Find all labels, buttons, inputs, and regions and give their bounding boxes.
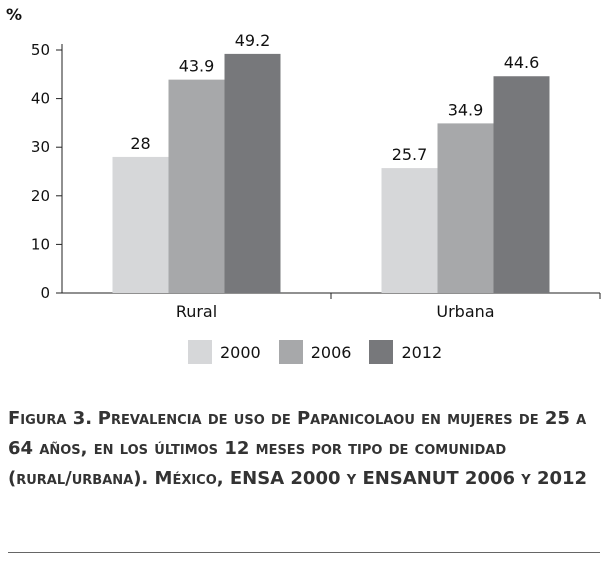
legend: 2000 2006 2012: [188, 340, 442, 364]
y-tick-label: 0: [40, 284, 50, 302]
bar: [112, 156, 169, 293]
legend-swatch-2006: [278, 340, 303, 364]
bar: [168, 79, 225, 293]
y-tick-label: 40: [31, 90, 50, 108]
legend-item-2006: 2006: [278, 340, 352, 364]
legend-swatch-2000: [188, 340, 212, 364]
legend-label-2006: 2006: [310, 342, 352, 362]
bar: [224, 53, 281, 293]
legend-swatch-2012: [369, 340, 394, 364]
y-tick-label: 10: [31, 235, 50, 253]
bar: [437, 123, 494, 293]
y-tick-label: 20: [31, 187, 50, 205]
bottom-rule: [8, 552, 600, 553]
data-label: 25.7: [392, 145, 428, 164]
x-tick-label: Urbana: [436, 302, 494, 321]
data-label: 34.9: [448, 100, 484, 119]
y-tick-label: 50: [31, 41, 50, 59]
legend-label-2012: 2012: [401, 342, 443, 362]
data-label: 43.9: [179, 57, 215, 76]
y-axis-unit-label: %: [6, 5, 22, 24]
data-label: 28: [130, 134, 150, 153]
figure-caption-text: Prevalencia de uso de Papanicolaou en mu…: [8, 408, 588, 489]
bar: [493, 76, 550, 293]
data-label: 44.6: [504, 53, 540, 72]
legend-item-2012: 2012: [369, 340, 442, 364]
y-tick-label: 30: [31, 138, 50, 156]
data-label: 49.2: [235, 31, 271, 50]
legend-item-2000: 2000: [188, 340, 261, 364]
figure-caption-label: Figura 3.: [8, 408, 93, 429]
bar-chart: % 0 10 20 30 40 50 28 43.9 49.2 Rural 25.7 34.9 44.6 U…: [6, 5, 601, 321]
bar: [381, 168, 438, 293]
figure-caption: Figura 3. Prevalencia de uso de Papanico…: [8, 404, 600, 494]
legend-label-2000: 2000: [220, 342, 261, 362]
x-tick-label: Rural: [176, 302, 217, 321]
